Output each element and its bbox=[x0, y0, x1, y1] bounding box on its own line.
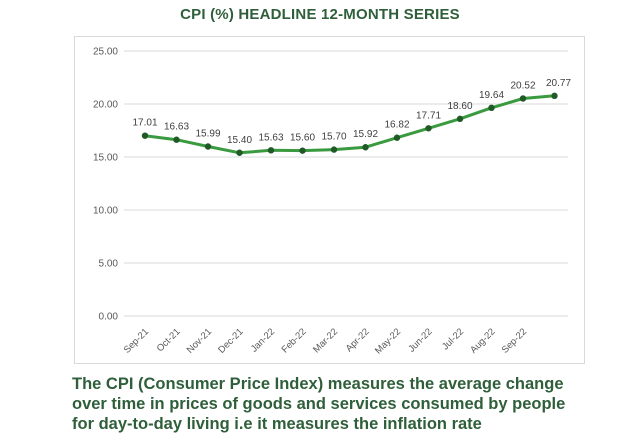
data-label: 20.52 bbox=[510, 80, 535, 91]
x-tick-label: Oct-21 bbox=[155, 326, 183, 354]
x-tick-label: Aug-22 bbox=[468, 326, 497, 355]
data-point bbox=[141, 132, 149, 139]
data-point bbox=[299, 147, 306, 154]
x-tick-label: Nov-21 bbox=[185, 326, 214, 355]
data-point bbox=[362, 144, 369, 151]
data-label: 16.63 bbox=[164, 122, 189, 133]
data-point bbox=[267, 147, 275, 154]
data-point bbox=[488, 104, 495, 112]
data-point bbox=[519, 95, 527, 102]
x-tick-label: Dec-21 bbox=[216, 326, 245, 355]
data-label: 15.70 bbox=[321, 132, 346, 143]
series-line bbox=[143, 94, 556, 155]
x-tick-label: Jan-22 bbox=[249, 326, 277, 354]
data-label: 15.63 bbox=[258, 132, 283, 143]
data-point bbox=[456, 115, 464, 123]
data-point bbox=[236, 149, 243, 156]
x-tick-label: Mar-22 bbox=[311, 326, 340, 355]
caption: The CPI (Consumer Price Index) measures … bbox=[72, 374, 632, 434]
y-tick-label: 20.00 bbox=[93, 100, 118, 111]
y-tick-label: 0.00 bbox=[99, 312, 119, 323]
data-point bbox=[204, 143, 212, 150]
caption-line-2: over time in prices of goods and service… bbox=[72, 395, 566, 413]
data-label: 20.77 bbox=[546, 78, 571, 89]
data-label: 19.64 bbox=[479, 90, 504, 101]
x-tick-label: May-22 bbox=[373, 326, 403, 356]
caption-line-3: for day-to-day living i.e it measures th… bbox=[72, 415, 482, 433]
data-label: 15.99 bbox=[195, 129, 220, 140]
data-point bbox=[551, 92, 558, 100]
y-tick-label: 25.00 bbox=[93, 47, 118, 58]
data-label: 15.40 bbox=[227, 135, 252, 146]
x-tick-label: Jun-22 bbox=[406, 326, 434, 354]
chart-frame bbox=[74, 36, 585, 364]
data-label: 16.82 bbox=[384, 120, 409, 131]
x-tick-label: Jul-22 bbox=[440, 326, 466, 352]
chart-title: CPI (%) HEADLINE 12-MONTH SERIES bbox=[180, 6, 460, 23]
x-tick-label: Sep-22 bbox=[500, 326, 529, 355]
caption-line-1: The CPI (Consumer Price Index) measures … bbox=[72, 375, 564, 393]
y-tick-label: 5.00 bbox=[99, 259, 119, 270]
data-point bbox=[425, 125, 432, 132]
data-label: 15.60 bbox=[290, 133, 315, 144]
x-tick-label: Sep-21 bbox=[122, 326, 151, 355]
data-point bbox=[173, 136, 180, 143]
y-tick-label: 15.00 bbox=[93, 153, 118, 164]
x-tick-label: Apr-22 bbox=[344, 326, 372, 354]
data-point bbox=[330, 146, 338, 153]
x-tick-label: Feb-22 bbox=[280, 326, 309, 355]
data-label: 17.71 bbox=[416, 110, 441, 121]
data-label: 17.01 bbox=[132, 118, 157, 129]
data-point bbox=[393, 134, 401, 141]
data-label: 15.92 bbox=[353, 129, 378, 140]
y-tick-label: 10.00 bbox=[93, 206, 118, 217]
data-label: 18.60 bbox=[447, 101, 472, 112]
